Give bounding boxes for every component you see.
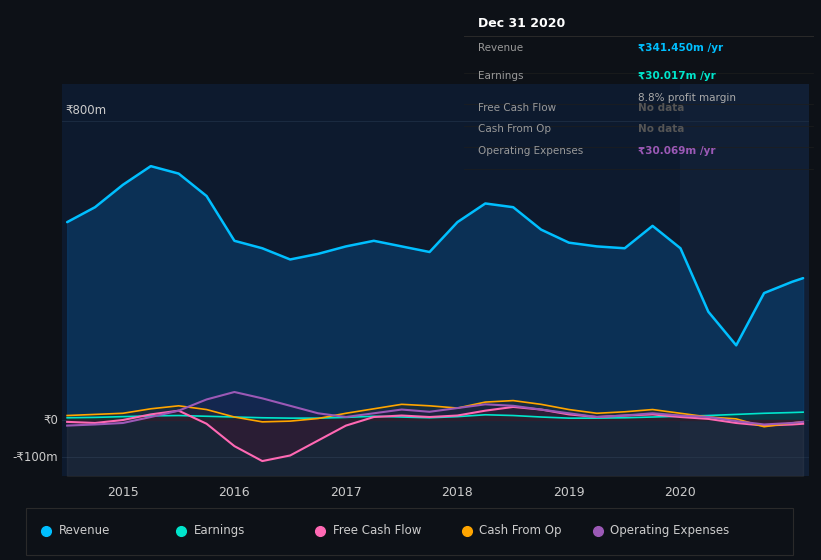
Text: ₹800m: ₹800m bbox=[66, 104, 107, 118]
Text: Operating Expenses: Operating Expenses bbox=[478, 146, 583, 156]
Text: ₹0: ₹0 bbox=[43, 413, 57, 427]
Text: -₹100m: -₹100m bbox=[12, 451, 57, 464]
Text: Cash From Op: Cash From Op bbox=[478, 124, 551, 134]
Text: Earnings: Earnings bbox=[194, 524, 245, 537]
Text: Free Cash Flow: Free Cash Flow bbox=[333, 524, 421, 537]
Text: Free Cash Flow: Free Cash Flow bbox=[478, 102, 556, 113]
Text: ₹30.017m /yr: ₹30.017m /yr bbox=[639, 71, 716, 81]
Bar bbox=[681, 84, 809, 476]
Text: 8.8% profit margin: 8.8% profit margin bbox=[639, 92, 736, 102]
Text: Revenue: Revenue bbox=[478, 43, 523, 53]
Text: ₹341.450m /yr: ₹341.450m /yr bbox=[639, 43, 723, 53]
Text: No data: No data bbox=[639, 102, 685, 113]
Text: ₹30.069m /yr: ₹30.069m /yr bbox=[639, 146, 716, 156]
Text: Revenue: Revenue bbox=[58, 524, 110, 537]
Text: Operating Expenses: Operating Expenses bbox=[610, 524, 730, 537]
Text: Dec 31 2020: Dec 31 2020 bbox=[478, 17, 565, 30]
Text: Earnings: Earnings bbox=[478, 71, 523, 81]
Text: Cash From Op: Cash From Op bbox=[479, 524, 562, 537]
Text: No data: No data bbox=[639, 124, 685, 134]
